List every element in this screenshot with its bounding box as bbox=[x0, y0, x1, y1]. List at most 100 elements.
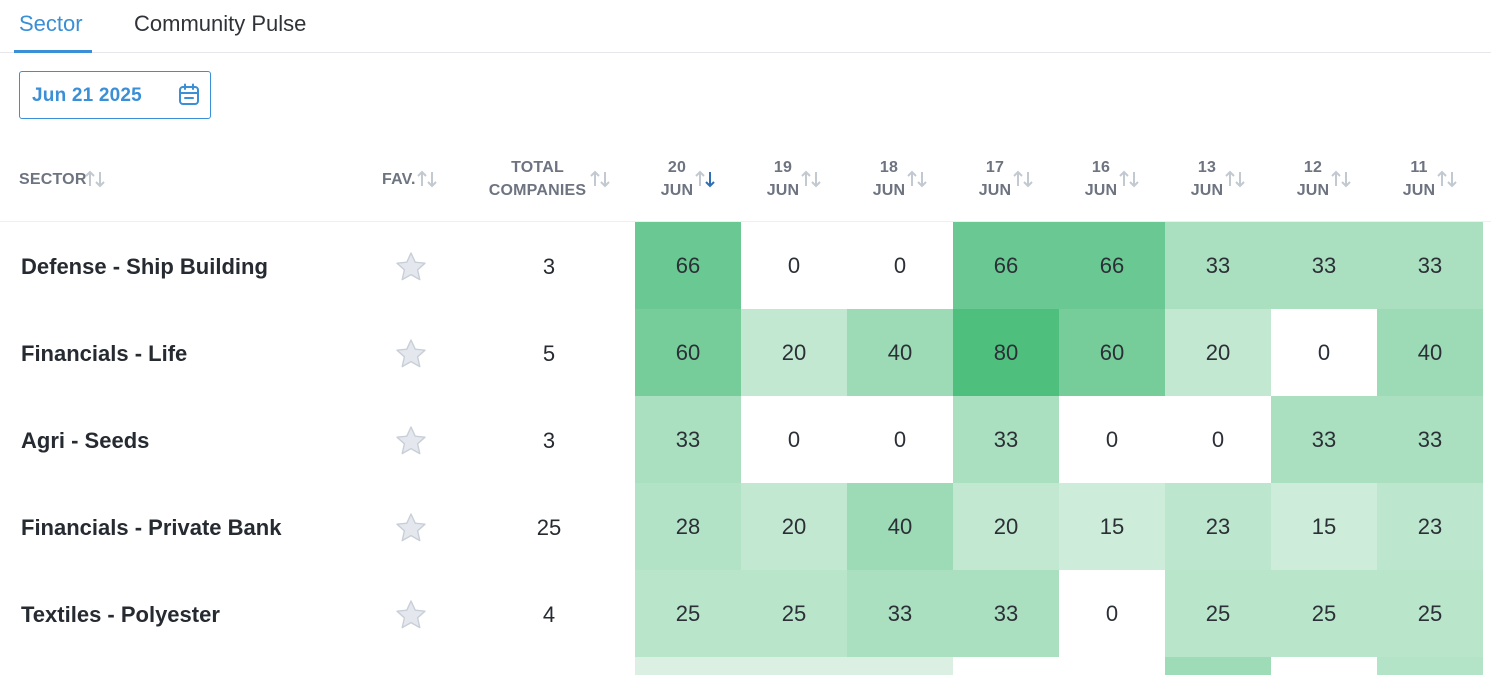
heatmap-cell[interactable]: 15 bbox=[1271, 483, 1377, 570]
heatmap-cell[interactable]: 0 bbox=[741, 396, 847, 483]
column-header-day: 12 bbox=[1303, 159, 1323, 176]
column-header-day: 18 bbox=[879, 159, 899, 176]
tab-sector[interactable]: Sector bbox=[19, 11, 83, 36]
star-icon[interactable] bbox=[395, 425, 427, 457]
column-header-month: JUN bbox=[1190, 182, 1224, 199]
column-header-month: JUN bbox=[766, 182, 800, 199]
heatmap-cell[interactable]: 15 bbox=[1059, 483, 1165, 570]
column-header-date[interactable]: 19 JUN bbox=[759, 156, 807, 202]
heatmap-cell[interactable]: 66 bbox=[953, 222, 1059, 309]
header-divider bbox=[0, 221, 1491, 222]
total-companies-value: 3 bbox=[542, 254, 556, 279]
column-header-month: JUN bbox=[1084, 182, 1118, 199]
column-header-date[interactable]: 13 JUN bbox=[1183, 156, 1231, 202]
heatmap-cell[interactable]: 33 bbox=[635, 396, 741, 483]
sector-sort-icon[interactable] bbox=[84, 169, 106, 189]
heatmap-cell[interactable]: 33 bbox=[1271, 222, 1377, 309]
heatmap-cell[interactable]: 25 bbox=[741, 570, 847, 657]
sector-name[interactable]: Defense - Ship Building bbox=[21, 254, 268, 279]
heatmap-cell[interactable]: 25 bbox=[1271, 570, 1377, 657]
heatmap-cell[interactable]: 0 bbox=[1059, 396, 1165, 483]
heatmap-cell[interactable]: 40 bbox=[1377, 309, 1483, 396]
sector-name[interactable]: Financials - Private Bank bbox=[21, 515, 282, 540]
date-sort-icon[interactable] bbox=[1436, 169, 1458, 189]
heatmap-cell[interactable]: 0 bbox=[847, 396, 953, 483]
column-header-month: JUN bbox=[1402, 182, 1436, 199]
column-header-sector[interactable]: SECTOR bbox=[19, 171, 87, 188]
column-header-date[interactable]: 17 JUN bbox=[971, 156, 1019, 202]
star-icon[interactable] bbox=[395, 512, 427, 544]
date-sort-icon[interactable] bbox=[1012, 169, 1034, 189]
star-icon[interactable] bbox=[395, 338, 427, 370]
heatmap-cell[interactable]: 66 bbox=[635, 222, 741, 309]
date-sort-icon[interactable] bbox=[1118, 169, 1140, 189]
tab-community-pulse[interactable]: Community Pulse bbox=[134, 11, 307, 36]
heatmap-cell[interactable]: 20 bbox=[953, 483, 1059, 570]
heatmap-cell[interactable]: 0 bbox=[1271, 309, 1377, 396]
heatmap-cell[interactable]: 23 bbox=[1165, 483, 1271, 570]
heatmap-cell[interactable]: 60 bbox=[635, 309, 741, 396]
column-header-fav[interactable]: FAV. bbox=[382, 171, 416, 188]
date-sort-icon[interactable] bbox=[694, 169, 716, 189]
column-header-date[interactable]: 16 JUN bbox=[1077, 156, 1125, 202]
column-header-total-line2: COMPANIES bbox=[488, 182, 587, 199]
date-sort-icon[interactable] bbox=[1224, 169, 1246, 189]
heatmap-cell[interactable]: 25 bbox=[1165, 570, 1271, 657]
column-header-total-line1: TOTAL bbox=[511, 159, 564, 176]
heatmap-cell bbox=[1165, 657, 1271, 675]
heatmap-cell[interactable]: 33 bbox=[953, 570, 1059, 657]
column-header-day: 16 bbox=[1091, 159, 1111, 176]
heatmap-cell[interactable]: 40 bbox=[847, 483, 953, 570]
heatmap-cell[interactable]: 23 bbox=[1377, 483, 1483, 570]
column-header-month: JUN bbox=[660, 182, 694, 199]
active-tab-indicator bbox=[14, 50, 92, 53]
star-icon[interactable] bbox=[395, 599, 427, 631]
heatmap-cell[interactable]: 0 bbox=[741, 222, 847, 309]
sector-name[interactable]: Agri - Seeds bbox=[21, 428, 150, 453]
heatmap-cell[interactable]: 33 bbox=[1377, 222, 1483, 309]
fav-sort-icon[interactable] bbox=[416, 169, 438, 189]
heatmap-cell[interactable]: 20 bbox=[1165, 309, 1271, 396]
column-header-total-companies[interactable]: TOTAL COMPANIES bbox=[480, 156, 595, 202]
date-picker[interactable]: Jun 21 2025 bbox=[19, 71, 211, 119]
heatmap-cell[interactable]: 60 bbox=[1059, 309, 1165, 396]
heatmap-cell[interactable]: 80 bbox=[953, 309, 1059, 396]
column-header-month: JUN bbox=[1296, 182, 1330, 199]
column-header-day: 20 bbox=[667, 159, 687, 176]
tab-bar: Sector Community Pulse bbox=[0, 0, 1491, 53]
total-companies-value: 3 bbox=[542, 428, 556, 453]
star-icon[interactable] bbox=[395, 251, 427, 283]
date-sort-icon[interactable] bbox=[1330, 169, 1352, 189]
sector-name[interactable]: Textiles - Polyester bbox=[21, 602, 220, 627]
heatmap-cell[interactable]: 25 bbox=[1377, 570, 1483, 657]
heatmap-cell[interactable]: 33 bbox=[953, 396, 1059, 483]
column-header-date[interactable]: 12 JUN bbox=[1289, 156, 1337, 202]
heatmap-cell[interactable]: 0 bbox=[1059, 570, 1165, 657]
heatmap-cell[interactable]: 20 bbox=[741, 483, 847, 570]
date-sort-icon[interactable] bbox=[906, 169, 928, 189]
heatmap-cell[interactable]: 28 bbox=[635, 483, 741, 570]
calendar-icon[interactable] bbox=[178, 83, 200, 107]
sector-name[interactable]: Financials - Life bbox=[21, 341, 188, 366]
heatmap-cell[interactable]: 0 bbox=[1165, 396, 1271, 483]
heatmap-cell[interactable]: 40 bbox=[847, 309, 953, 396]
column-header-date[interactable]: 20 JUN bbox=[653, 156, 701, 202]
heatmap-cell[interactable]: 33 bbox=[1165, 222, 1271, 309]
heatmap-cell[interactable]: 33 bbox=[847, 570, 953, 657]
heatmap-cell[interactable]: 0 bbox=[847, 222, 953, 309]
heatmap-cell bbox=[847, 657, 953, 675]
total-companies-value: 5 bbox=[542, 341, 556, 366]
column-header-day: 13 bbox=[1197, 159, 1217, 176]
heatmap-cell[interactable]: 33 bbox=[1377, 396, 1483, 483]
heatmap-cell[interactable]: 20 bbox=[741, 309, 847, 396]
total-companies-value: 4 bbox=[542, 602, 556, 627]
total-companies-sort-icon[interactable] bbox=[589, 169, 611, 189]
date-sort-icon[interactable] bbox=[800, 169, 822, 189]
column-header-date[interactable]: 11 JUN bbox=[1395, 156, 1443, 202]
column-header-month: JUN bbox=[978, 182, 1012, 199]
heatmap-cell bbox=[741, 657, 847, 675]
heatmap-cell[interactable]: 66 bbox=[1059, 222, 1165, 309]
column-header-date[interactable]: 18 JUN bbox=[865, 156, 913, 202]
heatmap-cell[interactable]: 33 bbox=[1271, 396, 1377, 483]
heatmap-cell[interactable]: 25 bbox=[635, 570, 741, 657]
